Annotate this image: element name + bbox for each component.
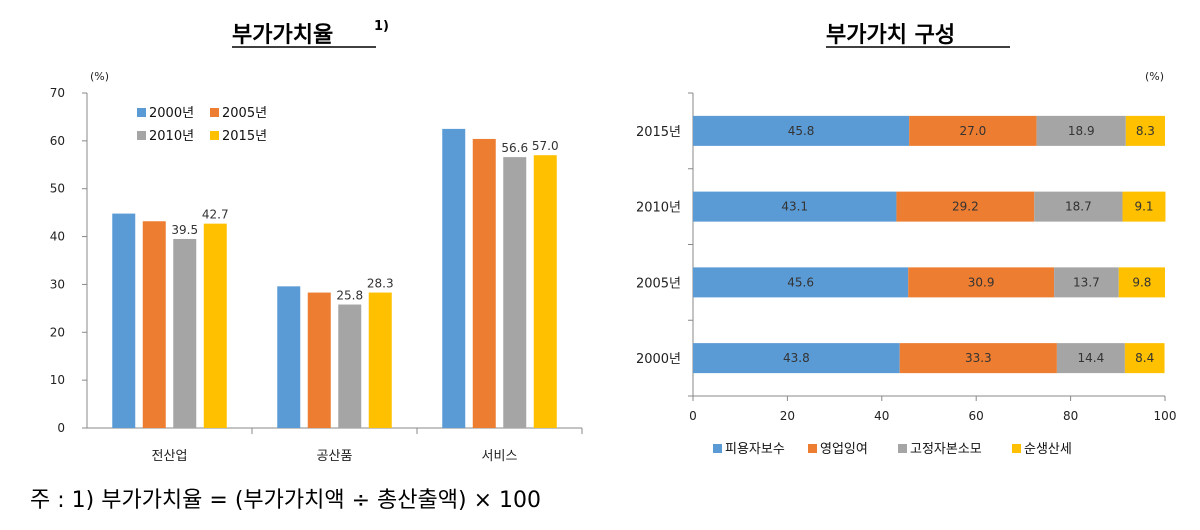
right-stacked-segment xyxy=(908,267,1055,298)
left-data-label: 28.3 xyxy=(367,277,394,291)
right-segment-label: 27.0 xyxy=(960,124,987,138)
right-stacked-segment xyxy=(1054,267,1119,298)
right-stacked-segment xyxy=(1125,115,1165,146)
right-x-tick-label: 20 xyxy=(780,409,795,423)
left-legend-label: 2000년 xyxy=(149,106,194,121)
right-x-tick-label: 60 xyxy=(969,409,984,423)
right-x-tick-label: 40 xyxy=(874,409,889,423)
left-y-tick-label: 60 xyxy=(50,134,65,148)
left-chart-title-superscript: 1) xyxy=(374,19,389,34)
left-bar xyxy=(277,286,301,428)
left-legend-swatch xyxy=(210,108,219,117)
right-stacked-segment xyxy=(693,115,910,146)
left-bar xyxy=(173,238,197,428)
right-stacked-segment xyxy=(693,267,909,298)
right-segment-label: 8.4 xyxy=(1135,351,1154,365)
left-bar xyxy=(203,223,227,428)
right-stacked-segment xyxy=(909,115,1037,146)
right-stacked-segment xyxy=(1118,267,1165,298)
left-bar xyxy=(472,138,496,428)
right-segment-label: 9.8 xyxy=(1132,275,1151,289)
left-y-tick-label: 0 xyxy=(57,421,65,435)
left-data-label: 57.0 xyxy=(532,139,559,153)
right-segment-label: 29.2 xyxy=(952,200,979,214)
left-bar-chart: (%) 0 10 20 30 40 50 60 70 전산업 39.5 42.7 공산품 25.8 28.3… xyxy=(50,70,583,464)
right-legend-label: 피용자보수 xyxy=(725,442,785,457)
right-legend-swatch xyxy=(898,444,907,453)
right-x-tick-label: 0 xyxy=(689,409,697,423)
right-stacked-segment xyxy=(1056,343,1125,374)
right-stacked-segment xyxy=(1124,343,1165,374)
right-legend-swatch xyxy=(808,444,817,453)
right-category-label: 2000년 xyxy=(636,352,681,367)
left-legend-swatch xyxy=(137,108,146,117)
left-y-tick-label: 10 xyxy=(50,373,65,387)
left-legend-swatch xyxy=(137,131,146,140)
right-legend-label: 순생산세 xyxy=(1024,442,1072,457)
right-legend-swatch xyxy=(1012,444,1021,453)
right-stacked-segment xyxy=(1034,191,1123,222)
right-legend-label: 영업잉여 xyxy=(820,442,868,457)
right-segment-label: 33.3 xyxy=(965,351,992,365)
left-data-label: 39.5 xyxy=(171,223,198,237)
right-segment-label: 9.1 xyxy=(1134,200,1153,214)
left-bar xyxy=(142,221,166,428)
right-legend-swatch xyxy=(713,444,722,453)
right-stacked-bar-chart: (%) 0 20 40 60 80 100 2015년 45.8 27.0 18.9 8.3 2010년… xyxy=(636,70,1177,457)
right-stacked-segment xyxy=(899,343,1057,374)
right-stacked-segment xyxy=(1122,191,1166,222)
left-bar xyxy=(533,155,557,428)
left-bar xyxy=(368,292,392,428)
right-unit-label: (%) xyxy=(1145,70,1164,83)
left-unit-label: (%) xyxy=(90,70,109,83)
left-data-label: 25.8 xyxy=(336,289,363,303)
right-x-tick-label: 80 xyxy=(1063,409,1078,423)
left-data-label: 56.6 xyxy=(501,141,528,155)
left-y-tick-label: 70 xyxy=(50,86,65,100)
right-legend-label: 고정자본소모 xyxy=(910,442,982,457)
right-segment-label: 45.6 xyxy=(787,275,814,289)
right-stacked-segment xyxy=(693,343,900,374)
right-chart-title: 부가가치 구성 xyxy=(826,23,1010,48)
left-bar xyxy=(442,128,466,428)
left-bar xyxy=(503,157,527,428)
left-bar xyxy=(112,213,136,428)
left-data-label: 42.7 xyxy=(202,208,229,222)
left-category-label: 공산품 xyxy=(317,449,353,464)
right-segment-label: 18.7 xyxy=(1065,200,1092,214)
right-segment-label: 45.8 xyxy=(788,124,815,138)
left-category-label: 전산업 xyxy=(152,449,188,464)
left-y-tick-label: 50 xyxy=(50,182,65,196)
right-segment-label: 18.9 xyxy=(1068,124,1095,138)
right-segment-label: 14.4 xyxy=(1078,351,1105,365)
right-chart-title-text: 부가가치 구성 xyxy=(826,23,955,48)
right-segment-label: 30.9 xyxy=(968,275,995,289)
left-chart-title-text: 부가가치율 xyxy=(232,23,333,48)
right-stacked-segment xyxy=(1036,115,1126,146)
right-category-label: 2005년 xyxy=(636,276,681,291)
footnote: 주 : 1) 부가가치율 = (부가가치액 ÷ 총산출액) × 100 xyxy=(30,488,541,513)
right-segment-label: 43.1 xyxy=(781,200,808,214)
left-legend-label: 2005년 xyxy=(222,106,267,121)
right-segment-label: 13.7 xyxy=(1073,275,1100,289)
right-category-label: 2015년 xyxy=(636,125,681,140)
right-stacked-segment xyxy=(693,191,897,222)
left-bar xyxy=(307,292,331,428)
left-chart-title: 부가가치율 1) xyxy=(232,19,389,48)
left-legend-label: 2015년 xyxy=(222,129,267,144)
right-segment-label: 43.8 xyxy=(783,351,810,365)
right-x-tick-label: 100 xyxy=(1154,409,1177,423)
right-segment-label: 8.3 xyxy=(1136,124,1155,138)
left-bar xyxy=(338,304,362,428)
right-category-label: 2010년 xyxy=(636,201,681,216)
left-y-tick-label: 20 xyxy=(50,325,65,339)
right-stacked-segment xyxy=(896,191,1035,222)
left-legend-label: 2010년 xyxy=(149,129,194,144)
left-y-tick-label: 40 xyxy=(50,230,65,244)
left-legend-swatch xyxy=(210,131,219,140)
left-category-label: 서비스 xyxy=(482,449,518,464)
left-y-tick-label: 30 xyxy=(50,277,65,291)
